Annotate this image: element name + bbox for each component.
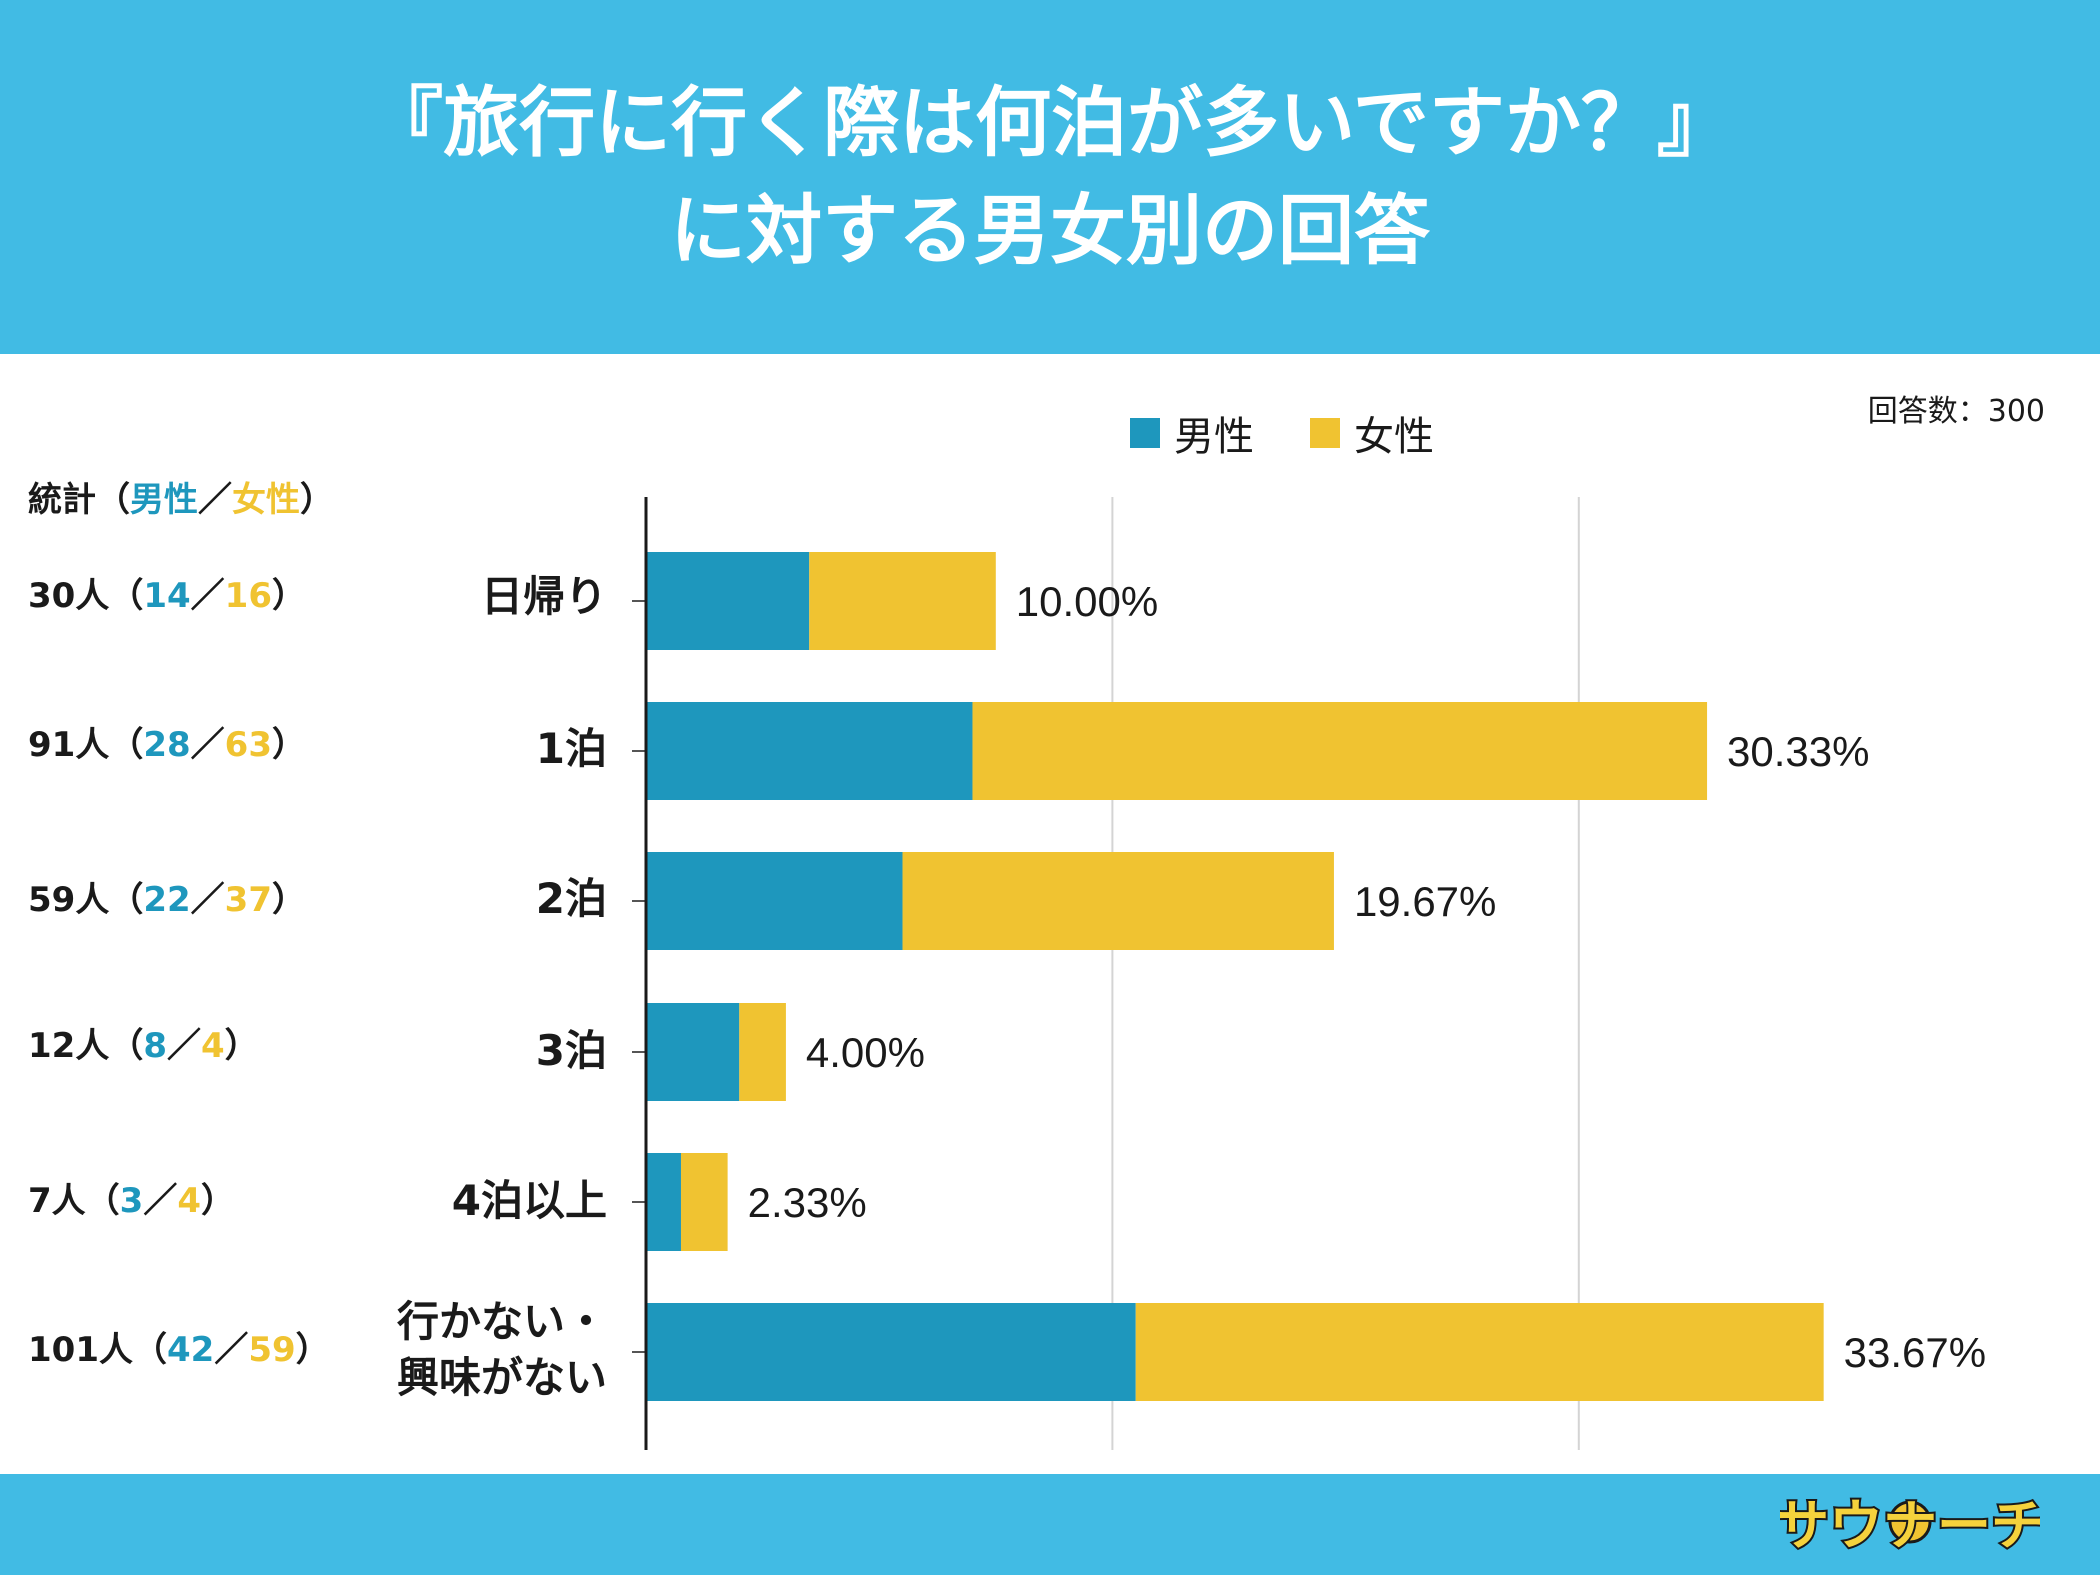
stat-female: 37 bbox=[224, 880, 272, 920]
stat-sep: ／ bbox=[167, 1026, 201, 1066]
stat-end: ） bbox=[271, 880, 306, 920]
stat-total: 7人（ bbox=[28, 1181, 120, 1221]
stat-end: ） bbox=[224, 1026, 259, 1066]
data-label: 19.67% bbox=[1354, 878, 1496, 925]
stat-sep: ／ bbox=[190, 725, 225, 765]
stats-header-sep: ／ bbox=[198, 480, 232, 520]
stat-male: 22 bbox=[143, 880, 191, 920]
bar-segment-male bbox=[646, 1003, 740, 1101]
stat-end: ） bbox=[201, 1181, 236, 1221]
stat-female: 16 bbox=[224, 576, 272, 616]
stat-row: 59人（22／37） bbox=[28, 875, 306, 925]
stat-row: 30人（14／16） bbox=[28, 571, 306, 621]
stat-total: 101人（ bbox=[28, 1330, 167, 1370]
logo-text: サウナーチ bbox=[1780, 1494, 2040, 1557]
stat-row: 101人（42／59） bbox=[28, 1325, 330, 1375]
stat-sep: ／ bbox=[190, 880, 225, 920]
data-label: 10.00% bbox=[1016, 578, 1158, 625]
bar-segment-female bbox=[972, 702, 1708, 800]
stats-header-female: 女性 bbox=[232, 480, 300, 520]
category-label: 2泊 bbox=[535, 874, 607, 923]
chart-title-line-2: に対する男女別の回答 bbox=[670, 186, 1430, 275]
bar-segment-female bbox=[680, 1153, 728, 1251]
stat-total: 12人（ bbox=[28, 1026, 144, 1066]
bar-segment-female bbox=[739, 1003, 786, 1101]
respondent-count: 回答数：300 bbox=[1867, 394, 2045, 429]
stat-total: 91人（ bbox=[28, 725, 144, 765]
stat-male: 28 bbox=[143, 725, 191, 765]
legend-male-swatch bbox=[1130, 418, 1160, 448]
legend-female-label: 女性 bbox=[1354, 414, 1434, 460]
stat-female: 4 bbox=[177, 1181, 202, 1221]
stats-header: 統計（男性／女性） bbox=[28, 472, 334, 521]
legend-male-label: 男性 bbox=[1174, 414, 1254, 460]
bar-segment-male bbox=[646, 1153, 681, 1251]
stat-male: 42 bbox=[166, 1330, 215, 1370]
data-label: 30.33% bbox=[1727, 728, 1869, 775]
header-banner: 『旅行に行く際は何泊が多いですか？』 に対する男女別の回答 bbox=[0, 0, 2100, 354]
bar-segment-male bbox=[646, 702, 973, 800]
category-label: 行かない・ 興味がない bbox=[396, 1297, 607, 1402]
stat-row: 91人（28／63） bbox=[28, 720, 306, 770]
bar-segment-male bbox=[646, 1303, 1136, 1401]
data-label: 4.00% bbox=[806, 1029, 925, 1076]
stat-female: 63 bbox=[224, 725, 272, 765]
stats-header-suffix: ） bbox=[300, 480, 334, 520]
stat-sep: ／ bbox=[214, 1330, 249, 1370]
legend-female-swatch bbox=[1310, 418, 1340, 448]
stat-sep: ／ bbox=[143, 1181, 178, 1221]
legend: 男性 女性 bbox=[1130, 405, 1434, 461]
category-label: 日帰り bbox=[480, 572, 607, 621]
bar-segment-female bbox=[809, 552, 996, 650]
bar-segment-female bbox=[1135, 1303, 1824, 1401]
chart-title-line-1: 『旅行に行く際は何泊が多いですか？』 bbox=[367, 78, 1733, 167]
stat-male: 8 bbox=[143, 1026, 167, 1066]
stats-header-male: 男性 bbox=[130, 480, 198, 520]
bar-segment-male bbox=[646, 552, 810, 650]
stat-end: ） bbox=[271, 725, 306, 765]
stat-female: 4 bbox=[201, 1026, 225, 1066]
stat-row: 12人（8／4） bbox=[28, 1021, 259, 1071]
stat-sep: ／ bbox=[190, 576, 225, 616]
stat-end: ） bbox=[295, 1330, 330, 1370]
stat-male: 14 bbox=[143, 576, 191, 616]
stat-end: ） bbox=[271, 576, 306, 616]
bar-segment-male bbox=[646, 852, 903, 950]
stat-female: 59 bbox=[248, 1330, 296, 1370]
stats-header-prefix: 統計（ bbox=[28, 480, 130, 520]
footer-banner: サウナーチ bbox=[0, 1474, 2100, 1575]
data-label: 2.33% bbox=[748, 1179, 867, 1226]
stat-total: 30人（ bbox=[28, 576, 144, 616]
category-label: 1泊 bbox=[535, 724, 607, 773]
category-label: 4泊以上 bbox=[451, 1176, 607, 1225]
data-label: 33.67% bbox=[1844, 1329, 1986, 1376]
category-label: 3泊 bbox=[535, 1026, 607, 1075]
bar-segment-female bbox=[902, 852, 1334, 950]
brand-logo: サウナーチ bbox=[1780, 1492, 2040, 1559]
stat-male: 3 bbox=[119, 1181, 144, 1221]
stat-row: 7人（3／4） bbox=[28, 1176, 235, 1226]
stat-total: 59人（ bbox=[28, 880, 144, 920]
